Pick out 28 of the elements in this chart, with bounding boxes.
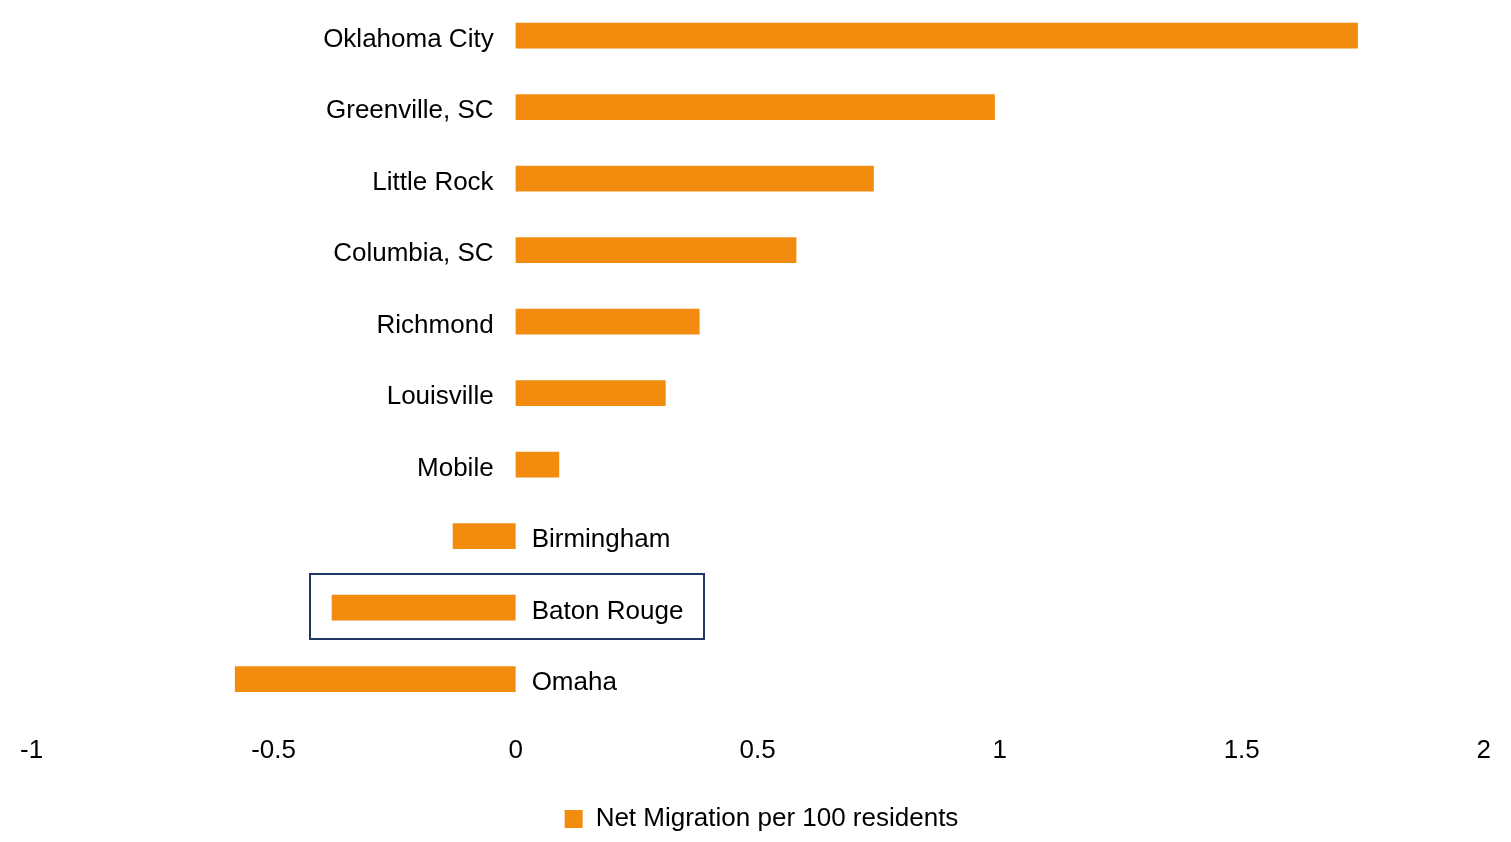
y-tick-label: Columbia, SC [333,237,494,268]
y-tick-label: Birmingham [531,523,671,554]
bar [515,451,560,478]
y-tick-label: Baton Rouge [531,594,684,625]
y-tick-label: Little Rock [372,165,495,196]
x-tick-label: -1 [20,733,44,764]
y-tick-label: Louisville [386,380,494,411]
bar [515,380,666,407]
y-tick-label: Mobile [417,451,494,482]
bar [515,94,995,121]
x-tick-label: 0 [508,733,523,764]
bar [234,666,516,692]
x-tick-label: 1.5 [1223,733,1260,764]
x-tick-label: 1 [992,733,1007,764]
bar [515,308,700,335]
y-tick-label: Oklahoma City [323,22,494,53]
bar [515,237,797,264]
y-tick-label: Omaha [531,666,618,697]
y-tick-label: Richmond [376,308,494,339]
bar [452,523,516,549]
x-tick-label: 0.5 [739,733,776,764]
y-tick-label: Greenville, SC [326,94,494,125]
x-tick-label: -0.5 [251,733,296,764]
bar [515,165,874,192]
x-tick-label: 2 [1476,733,1491,764]
bar [515,22,1358,49]
legend-label: Net Migration per 100 residents [595,802,959,833]
bar [331,594,516,621]
